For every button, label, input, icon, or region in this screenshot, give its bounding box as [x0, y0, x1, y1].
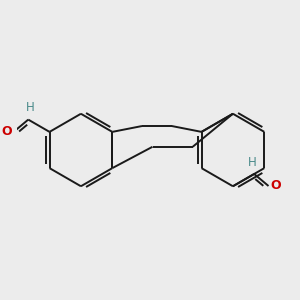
Text: O: O [271, 179, 281, 193]
Text: O: O [1, 125, 12, 138]
Text: H: H [248, 156, 256, 169]
Text: H: H [26, 101, 35, 114]
